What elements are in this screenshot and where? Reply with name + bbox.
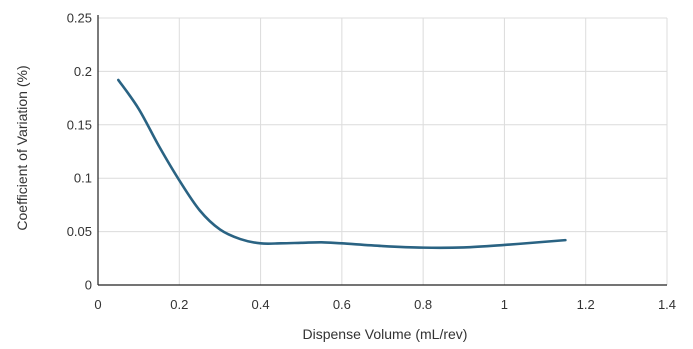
x-axis-label: Dispense Volume (mL/rev): [303, 326, 468, 342]
x-tick-label: 1.2: [577, 297, 595, 312]
x-tick-label: 0.4: [252, 297, 270, 312]
tick-labels: 0 0.2 0.4 0.6 0.8 1 1.2 1.4 0 0.05 0.1 0.15 0.2 0.25: [67, 11, 676, 313]
y-tick-label: 0: [85, 278, 92, 293]
y-axis-label: Coefficient of Variation (%): [14, 65, 30, 230]
y-tick-label: 0.15: [67, 117, 92, 132]
x-tick-label: 0: [94, 297, 101, 312]
series-line: [117, 78, 567, 250]
x-tick-label: 1.4: [658, 297, 676, 312]
y-tick-label: 0.05: [67, 224, 92, 239]
axes: [97, 15, 667, 286]
x-tick-label: 0.8: [414, 297, 432, 312]
x-tick-label: 1: [501, 297, 508, 312]
x-tick-label: 0.2: [170, 297, 188, 312]
grid: [98, 17, 668, 285]
y-tick-label: 0.25: [67, 11, 92, 26]
y-tick-label: 0.2: [74, 64, 92, 79]
y-tick-label: 0.1: [74, 171, 92, 186]
x-tick-label: 0.6: [333, 297, 351, 312]
series-layer: [117, 78, 567, 250]
